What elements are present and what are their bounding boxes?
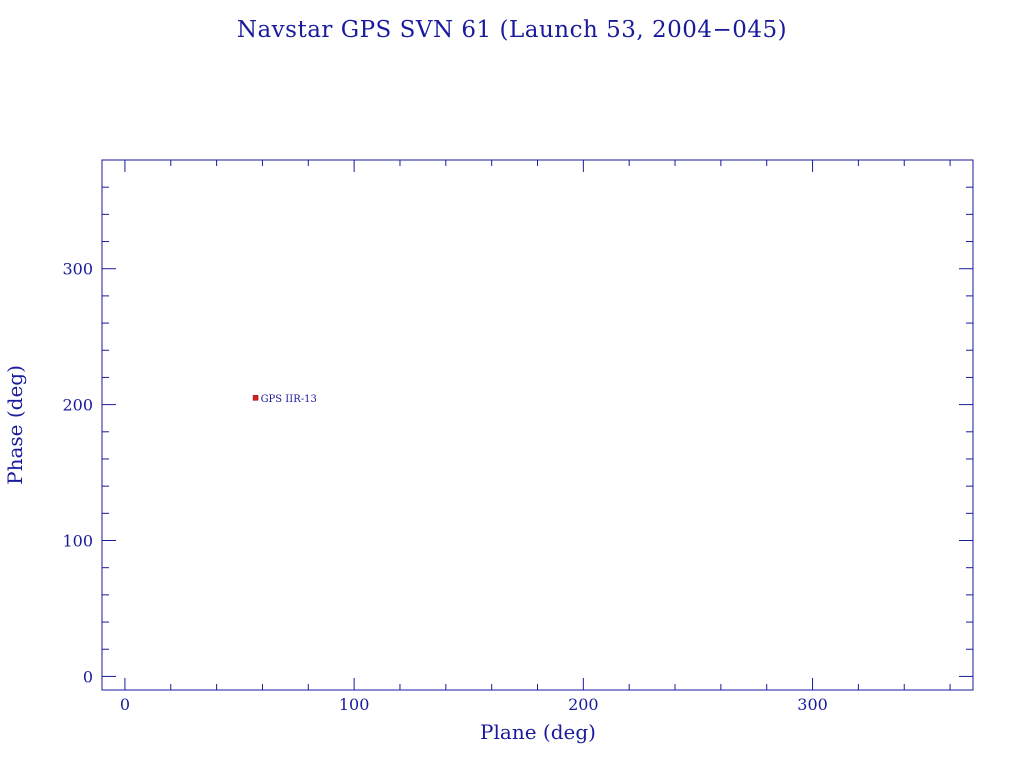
- y-tick-label: 300: [62, 260, 93, 279]
- x-tick-label: 100: [339, 695, 370, 714]
- y-axis-label: Phase (deg): [3, 365, 27, 485]
- x-tick-labels: 0 100 200 300: [120, 695, 828, 714]
- x-tick-label: 300: [797, 695, 828, 714]
- data-point: [252, 395, 259, 401]
- y-tick-label: 0: [83, 667, 93, 686]
- y-tick-label: 200: [62, 396, 93, 415]
- data-points: GPS IIR-13: [252, 394, 317, 405]
- y-tick-label: 100: [62, 532, 93, 551]
- chart-title: Navstar GPS SVN 61 (Launch 53, 2004−045): [237, 17, 787, 43]
- x-axis-label: Plane (deg): [480, 720, 596, 744]
- x-tick-label: 0: [120, 695, 130, 714]
- plot-frame: [101, 159, 974, 691]
- y-tick-labels: 0 100 200 300: [62, 260, 93, 687]
- axis-ticks: [102, 159, 973, 690]
- x-tick-label: 200: [568, 695, 599, 714]
- data-point-label: GPS IIR-13: [261, 394, 317, 405]
